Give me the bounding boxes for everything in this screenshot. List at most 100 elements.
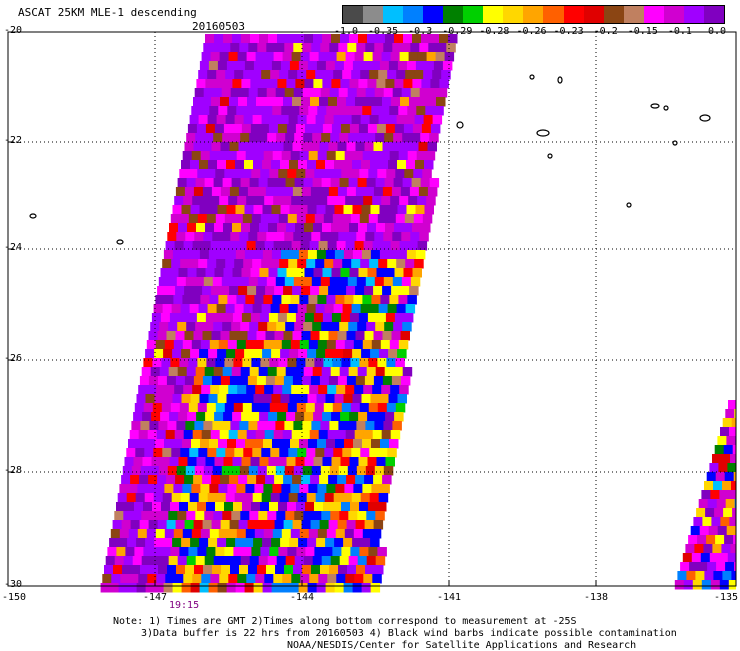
swath-cell (165, 385, 175, 395)
swath-cell (215, 313, 225, 323)
swath-cell (200, 295, 210, 305)
swath-cell (253, 115, 263, 125)
swath-cell (374, 187, 384, 197)
swath-cell (213, 277, 223, 287)
swath-cell (158, 331, 168, 341)
swath-cell (227, 295, 237, 305)
swath-cell (237, 196, 247, 206)
swath-cell (693, 517, 703, 527)
swath-cell (415, 160, 425, 170)
swath-cell (236, 250, 246, 260)
swath-cell (230, 565, 240, 575)
swath-cell (212, 421, 222, 431)
swath-cell (318, 385, 328, 395)
swath-cell (225, 70, 235, 80)
swath-cell (399, 196, 409, 206)
latitude-label: -20 (4, 25, 22, 36)
swath-cell (365, 43, 375, 53)
swath-cell (358, 178, 368, 188)
swath-cell (295, 223, 305, 233)
swath-cell (728, 400, 736, 410)
swath-cell (320, 376, 330, 386)
swath-cell (321, 88, 331, 98)
swath-cell (260, 502, 270, 512)
swath-cell (393, 277, 403, 287)
swath-cell (171, 403, 181, 413)
swath-cell (217, 115, 227, 125)
swath-cell (350, 358, 360, 368)
swath-cell (289, 349, 299, 359)
swath-cell (308, 484, 318, 494)
swath-cell (224, 313, 234, 323)
swath-cell (383, 232, 393, 242)
swath-cell (704, 481, 714, 491)
swath-cell (266, 376, 276, 386)
swath-cell (272, 484, 282, 494)
swath-cell (396, 70, 406, 80)
swath-cell (169, 412, 179, 422)
swath-cell (347, 376, 357, 386)
swath-cell (286, 223, 296, 233)
swath-cell (188, 457, 198, 467)
swath-cell (401, 232, 411, 242)
swath-cell (206, 358, 216, 368)
swath-cell (320, 520, 330, 530)
swath-cell (722, 481, 732, 491)
swath-cell (732, 508, 736, 518)
swath-cell (392, 331, 402, 341)
swath-cell (401, 142, 411, 152)
swath-cell (212, 232, 222, 242)
swath-cell (256, 97, 266, 107)
swath-cell (320, 232, 330, 242)
swath-cell (369, 403, 379, 413)
swath-cell (384, 88, 394, 98)
swath-cell (419, 43, 429, 53)
swath-cell (232, 79, 242, 89)
swath-cell (205, 178, 215, 188)
swath-cell (399, 385, 409, 395)
island-outline (548, 154, 552, 158)
swath-cell (708, 499, 718, 509)
swath-cell (159, 277, 169, 287)
swath-cell (426, 151, 436, 161)
swath-cell (360, 70, 370, 80)
swath-cell (206, 268, 216, 278)
swath-cell (251, 547, 261, 557)
swath-cell (310, 475, 320, 485)
swath-cell (278, 547, 288, 557)
swath-cell (275, 187, 285, 197)
swath-cell (164, 295, 174, 305)
swath-cell (407, 61, 417, 71)
swath-cell (398, 61, 408, 71)
swath-cell (333, 70, 343, 80)
swath-cell (363, 529, 373, 539)
swath-cell (385, 223, 395, 233)
swath-cell (157, 286, 167, 296)
swath-cell (423, 214, 433, 224)
swath-cell (330, 466, 340, 476)
swath-cell (721, 544, 731, 554)
swath-cell (367, 367, 377, 377)
swath-cell (170, 268, 180, 278)
swath-cell (209, 106, 219, 116)
swath-cell (223, 34, 233, 44)
swath-cell (727, 463, 736, 473)
swath-cell (337, 97, 347, 107)
swath-cell (374, 376, 384, 386)
swath-cell (227, 583, 237, 593)
swath-cell (120, 574, 130, 584)
swath-cell (199, 115, 209, 125)
swath-cell (311, 187, 321, 197)
swath-cell (197, 124, 207, 134)
swath-cell (275, 421, 285, 431)
swath-cell (250, 556, 260, 566)
swath-cell (284, 520, 294, 530)
swath-cell (233, 124, 243, 134)
swath-cell (318, 151, 328, 161)
swath-cell (231, 322, 241, 332)
swath-cell (179, 169, 189, 179)
swath-cell (234, 403, 244, 413)
swath-cell (200, 439, 210, 449)
swath-cell (147, 529, 157, 539)
note-line-1: Note: 1) Times are GMT 2)Times along bot… (113, 616, 577, 627)
